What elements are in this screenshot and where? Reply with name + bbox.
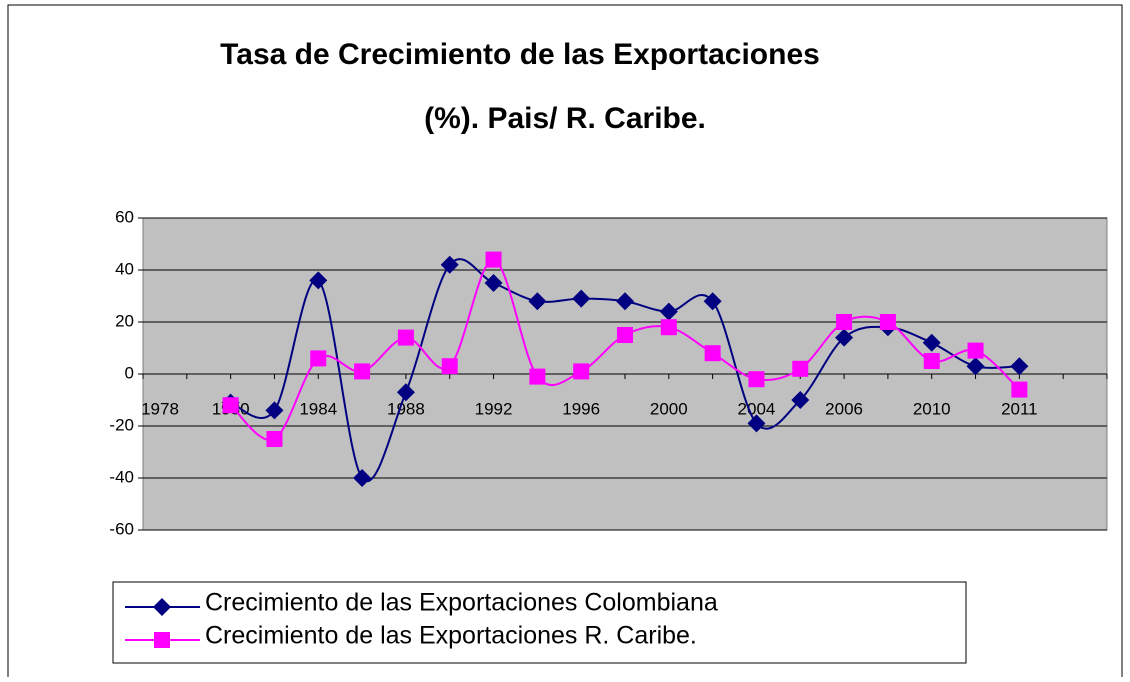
x-tick-label: 1992 bbox=[475, 399, 513, 418]
data-point bbox=[528, 292, 547, 311]
data-point bbox=[747, 414, 766, 433]
x-tick-label: 1988 bbox=[387, 399, 425, 418]
data-point bbox=[310, 350, 327, 367]
data-point bbox=[617, 327, 633, 343]
y-tick-label: -20 bbox=[109, 415, 134, 434]
legend-marker bbox=[154, 632, 170, 648]
legend-marker bbox=[153, 598, 171, 616]
y-tick-label: -60 bbox=[109, 519, 134, 538]
x-tick-label: 2011 bbox=[1001, 399, 1038, 418]
data-point bbox=[748, 371, 765, 388]
data-point bbox=[616, 292, 634, 311]
data-point bbox=[266, 431, 283, 447]
data-point bbox=[309, 271, 328, 290]
data-point bbox=[923, 353, 940, 369]
y-tick-label: 40 bbox=[115, 259, 134, 278]
data-point bbox=[966, 357, 985, 376]
data-point bbox=[572, 289, 591, 308]
chart-title: (%). Pais/ R. Caribe. bbox=[424, 102, 706, 135]
data-point bbox=[967, 342, 984, 359]
x-tick-label: 1996 bbox=[562, 399, 600, 418]
data-point bbox=[529, 368, 546, 385]
y-tick-label: 60 bbox=[115, 207, 134, 226]
y-tick-label: -40 bbox=[109, 467, 134, 486]
data-point bbox=[396, 383, 415, 402]
data-point bbox=[484, 274, 503, 292]
data-point bbox=[441, 358, 458, 375]
data-point bbox=[222, 397, 239, 414]
legend-label: Crecimiento de las Exportaciones R. Cari… bbox=[205, 622, 697, 650]
data-point bbox=[835, 328, 854, 347]
y-tick-label: 0 bbox=[125, 363, 134, 382]
data-point bbox=[791, 391, 810, 409]
x-tick-label: 1984 bbox=[299, 399, 337, 418]
data-point bbox=[440, 255, 459, 274]
data-point bbox=[836, 314, 853, 330]
data-point bbox=[397, 329, 414, 346]
data-point bbox=[659, 302, 678, 321]
x-tick-label: 2006 bbox=[825, 399, 863, 418]
data-point bbox=[703, 292, 722, 311]
data-point bbox=[879, 314, 896, 330]
data-point bbox=[922, 333, 941, 352]
data-point bbox=[660, 319, 677, 336]
data-point bbox=[485, 251, 502, 268]
data-point bbox=[573, 363, 590, 380]
data-point bbox=[792, 360, 809, 377]
data-point bbox=[704, 345, 721, 362]
data-point bbox=[265, 401, 284, 420]
y-tick-label: 20 bbox=[115, 311, 134, 330]
data-point bbox=[353, 469, 372, 487]
data-point bbox=[1011, 381, 1028, 398]
x-tick-label: 2000 bbox=[650, 399, 688, 418]
data-point bbox=[1010, 357, 1029, 376]
x-tick-label: 1978 bbox=[141, 399, 179, 418]
legend bbox=[112, 581, 967, 664]
x-tick-label: 2010 bbox=[913, 399, 951, 418]
legend-label: Crecimiento de las Exportaciones Colombi… bbox=[205, 589, 718, 617]
data-point bbox=[354, 363, 371, 380]
chart-title: Tasa de Crecimiento de las Exportaciones bbox=[220, 38, 820, 71]
